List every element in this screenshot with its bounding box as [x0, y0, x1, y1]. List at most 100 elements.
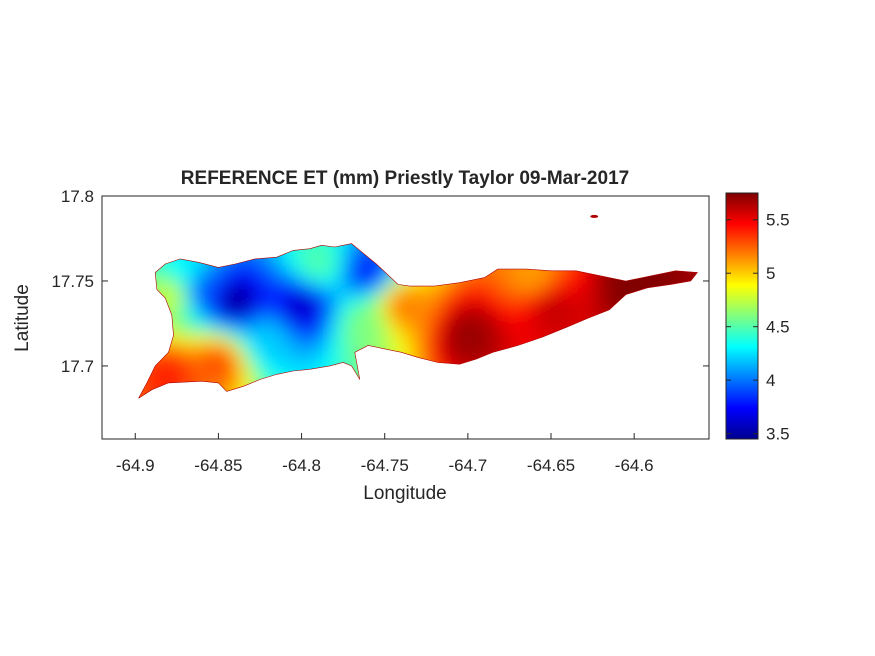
- field-cell: [312, 203, 320, 211]
- field-cell: [158, 322, 166, 330]
- field-cell: [158, 406, 166, 414]
- field-cell: [207, 287, 215, 295]
- field-cell: [508, 259, 516, 267]
- field-cell: [382, 406, 390, 414]
- field-cell: [396, 420, 404, 428]
- field-cell: [627, 210, 635, 218]
- field-cell: [235, 413, 243, 421]
- field-cell: [431, 371, 439, 379]
- field-cell: [389, 336, 397, 344]
- field-cell: [424, 413, 432, 421]
- field-cell: [543, 273, 551, 281]
- field-cell: [473, 406, 481, 414]
- field-cell: [221, 273, 229, 281]
- field-cell: [445, 343, 453, 351]
- field-cell: [585, 350, 593, 358]
- field-cell: [305, 378, 313, 386]
- field-cell: [249, 350, 257, 358]
- field-cell: [109, 378, 117, 386]
- field-cell: [452, 224, 460, 232]
- field-cell: [389, 308, 397, 316]
- field-cell: [138, 252, 145, 260]
- field-cell: [193, 243, 201, 246]
- field-cell: [298, 280, 306, 288]
- field-cell: [515, 315, 523, 323]
- field-cell: [319, 224, 327, 232]
- field-cell: [403, 294, 411, 302]
- field-cell: [214, 378, 222, 386]
- x-tick-label: -64.8: [282, 456, 321, 475]
- field-cell: [193, 329, 201, 337]
- field-cell: [368, 357, 376, 365]
- field-cell: [361, 266, 369, 274]
- field-cell: [501, 231, 509, 239]
- field-cell: [459, 245, 467, 253]
- field-cell: [228, 364, 236, 372]
- field-cell: [221, 243, 229, 246]
- field-cell: [347, 385, 355, 393]
- field-cell: [459, 420, 467, 428]
- field-cell: [102, 434, 110, 442]
- field-cell: [319, 336, 327, 344]
- field-cell: [263, 371, 271, 379]
- field-cell: [179, 315, 187, 323]
- field-cell: [340, 245, 348, 253]
- field-cell: [459, 217, 467, 225]
- field-cell: [592, 224, 600, 232]
- field-cell: [172, 252, 180, 260]
- field-cell: [564, 364, 572, 372]
- field-cell: [501, 413, 509, 421]
- field-cell: [445, 224, 453, 232]
- field-cell: [417, 427, 425, 435]
- field-cell: [704, 301, 712, 309]
- field-cell: [648, 266, 656, 274]
- field-cell: [585, 420, 593, 428]
- field-cell: [487, 224, 495, 232]
- field-cell: [592, 203, 600, 211]
- field-cell: [361, 399, 369, 407]
- field-cell: [529, 406, 537, 414]
- field-cell: [382, 280, 390, 288]
- field-cell: [627, 245, 635, 253]
- field-cell: [277, 329, 285, 337]
- field-cell: [109, 315, 117, 323]
- field-cell: [620, 252, 628, 260]
- field-cell: [417, 329, 425, 337]
- field-cell: [655, 434, 663, 442]
- field-cell: [648, 322, 656, 330]
- field-cell: [340, 364, 348, 372]
- field-cell: [263, 217, 271, 225]
- field-cell: [389, 427, 397, 435]
- field-cell: [151, 203, 159, 211]
- field-cell: [277, 322, 285, 330]
- field-cell: [186, 210, 194, 218]
- field-cell: [445, 329, 453, 337]
- field-cell: [669, 343, 677, 351]
- field-cell: [543, 252, 551, 260]
- field-cell: [690, 385, 698, 393]
- field-cell: [347, 243, 355, 246]
- field-cell: [312, 308, 320, 316]
- field-cell: [410, 371, 418, 379]
- field-cell: [116, 385, 124, 393]
- field-cell: [585, 378, 593, 386]
- field-cell: [620, 329, 628, 337]
- field-cell: [648, 217, 656, 225]
- field-cell: [592, 392, 600, 399]
- field-cell: [557, 294, 565, 302]
- field-cell: [382, 364, 390, 372]
- field-cell: [515, 252, 523, 260]
- field-cell: [620, 420, 628, 428]
- field-cell: [557, 196, 565, 204]
- field-cell: [207, 210, 215, 218]
- field-cell: [578, 308, 586, 316]
- field-cell: [403, 259, 411, 267]
- field-cell: [529, 336, 537, 344]
- field-cell: [403, 280, 411, 288]
- field-cell: [669, 315, 677, 323]
- field-cell: [207, 413, 215, 421]
- field-cell: [550, 301, 558, 309]
- field-cell: [158, 287, 166, 295]
- field-cell: [676, 294, 684, 302]
- field-cell: [249, 427, 257, 435]
